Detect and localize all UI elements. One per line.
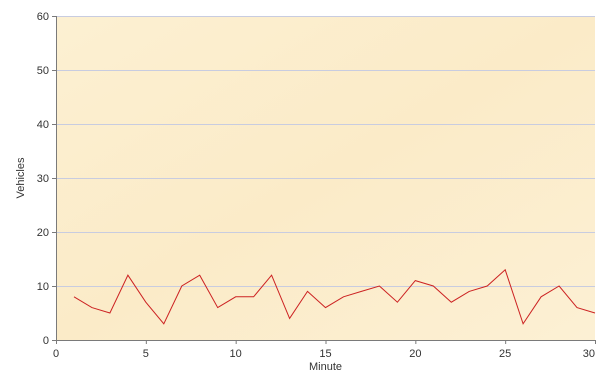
y-tick-label-30: 30 xyxy=(37,173,49,185)
x-tick-label-5: 5 xyxy=(143,348,149,360)
x-tick-label-15: 15 xyxy=(319,348,331,360)
y-axis-ticks: 0 10 20 30 40 50 60 xyxy=(37,11,56,347)
x-tick-label-0: 0 xyxy=(53,348,59,360)
x-axis-ticks: 0 5 10 15 20 25 30 xyxy=(53,340,596,360)
x-tick-label-25: 25 xyxy=(499,348,511,360)
x-tick-label-30: 30 xyxy=(583,348,595,360)
y-tick-label-10: 10 xyxy=(37,281,49,293)
y-tick-label-50: 50 xyxy=(37,65,49,77)
series-group xyxy=(73,268,596,325)
y-axis-title: Vehicles xyxy=(15,157,27,198)
series-line-0 xyxy=(73,268,596,325)
x-tick-label-10: 10 xyxy=(230,348,242,360)
y-tick-label-60: 60 xyxy=(37,11,49,23)
y-tick-label-20: 20 xyxy=(37,227,49,239)
y-tick-label-40: 40 xyxy=(37,119,49,131)
y-tick-label-0: 0 xyxy=(43,335,49,347)
x-tick-label-20: 20 xyxy=(409,348,421,360)
gridlines xyxy=(56,16,595,287)
x-axis-title: Minute xyxy=(309,361,342,373)
